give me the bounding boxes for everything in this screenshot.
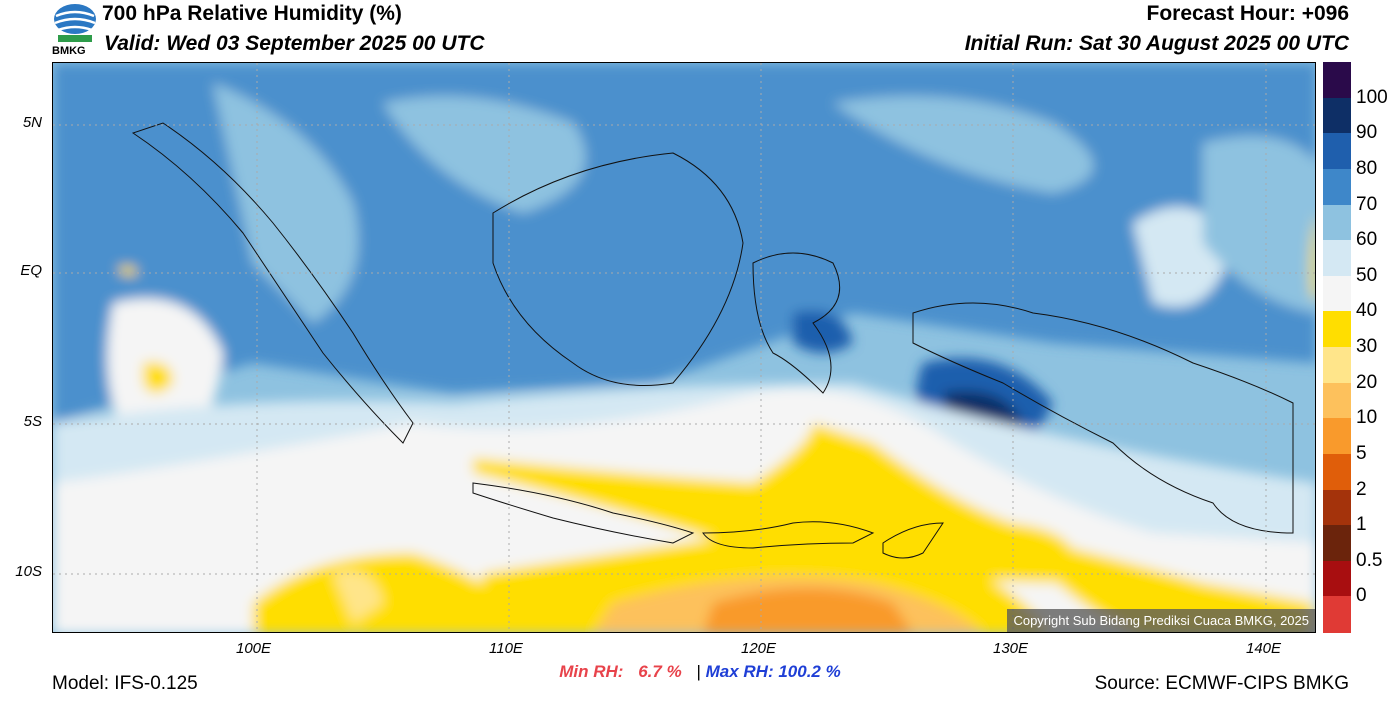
lat-tick-10s: 10S [15, 563, 42, 580]
lat-tick-5s: 5S [23, 413, 42, 430]
colorbar-segment [1323, 62, 1351, 99]
bmkg-logo [50, 2, 100, 60]
colorbar [1323, 62, 1351, 633]
source-label: Source: ECMWF-CIPS BMKG [1094, 673, 1349, 694]
colorbar-label: 30 [1356, 336, 1378, 357]
initial-run: Initial Run: Sat 30 August 2025 00 UTC [964, 32, 1349, 55]
colorbar-label: 70 [1356, 193, 1378, 215]
colorbar-label: 2 [1356, 478, 1367, 500]
colorbar-segment [1323, 560, 1351, 597]
colorbar-label: 1 [1356, 514, 1367, 536]
colorbar-label: 60 [1356, 229, 1378, 251]
min-rh-label: Min RH: [559, 662, 624, 681]
colorbar-label: 90 [1356, 122, 1378, 144]
logo-text: BMKG [52, 45, 86, 57]
lon-tick-110e: 110E [489, 640, 523, 657]
colorbar-label: 20 [1356, 371, 1378, 393]
humidity-map: Copyright Sub Bidang Prediksi Cuaca BMKG… [52, 62, 1316, 633]
colorbar-label: 100 [1356, 86, 1388, 108]
lat-tick-eq: EQ [20, 262, 42, 279]
colorbar-label: 80 [1356, 157, 1378, 179]
colorbar-segment [1323, 453, 1351, 490]
colorbar-segment [1323, 311, 1351, 348]
lon-tick-130e: 130E [993, 640, 1029, 657]
colorbar-segment [1323, 168, 1351, 205]
colorbar-segment [1323, 275, 1351, 312]
colorbar-label: 0.5 [1356, 549, 1383, 571]
lon-tick-100e: 100E [236, 640, 272, 657]
forecast-hour: Forecast Hour: +096 [1146, 2, 1350, 25]
colorbar-segment [1323, 204, 1351, 241]
lon-tick-120e: 120E [741, 640, 777, 657]
colorbar-label: 5 [1356, 442, 1367, 464]
lat-tick-5n: 5N [22, 114, 42, 131]
colorbar-label: 0 [1356, 585, 1367, 607]
colorbar-label: 50 [1356, 264, 1378, 286]
model-label: Model: IFS-0.125 [52, 673, 198, 694]
graticule [53, 63, 1315, 632]
valid-time: Valid: Wed 03 September 2025 00 UTC [104, 32, 485, 55]
colorbar-segment [1323, 489, 1351, 526]
colorbar-segment [1323, 596, 1351, 633]
colorbar-segment [1323, 133, 1351, 170]
chart-title: 700 hPa Relative Humidity (%) [102, 2, 402, 25]
colorbar-label: 10 [1356, 407, 1378, 429]
colorbar-segment [1323, 97, 1351, 134]
colorbar-segment [1323, 525, 1351, 562]
stats-separator: | [696, 662, 701, 681]
colorbar-segment [1323, 382, 1351, 419]
min-rh-value: 6.7 % [638, 662, 682, 681]
humidity-field [53, 63, 1315, 632]
colorbar-label: 40 [1356, 300, 1378, 322]
coastlines [131, 122, 1294, 559]
colorbar-segment [1323, 240, 1351, 277]
colorbar-segment [1323, 347, 1351, 384]
max-rh-value: 100.2 % [778, 662, 841, 681]
min-max-stats: Min RH: 6.7 % | Max RH: 100.2 % [0, 662, 1400, 682]
lon-tick-140e: 140E [1246, 640, 1282, 657]
colorbar-segment [1323, 418, 1351, 455]
max-rh-label: Max RH: [705, 662, 774, 681]
copyright-notice: Copyright Sub Bidang Prediksi Cuaca BMKG… [1007, 609, 1315, 632]
